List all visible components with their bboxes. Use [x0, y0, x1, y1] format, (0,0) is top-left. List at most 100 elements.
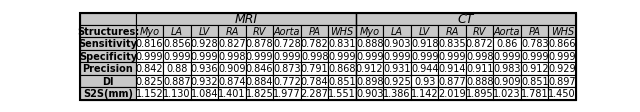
- Text: 0.909: 0.909: [218, 64, 246, 74]
- Bar: [80, 63, 136, 75]
- Bar: [356, 13, 576, 26]
- Text: 0.998: 0.998: [218, 51, 246, 61]
- Bar: [273, 75, 301, 87]
- Text: LV: LV: [199, 27, 210, 37]
- Text: 0.831: 0.831: [328, 39, 356, 49]
- Text: 1.084: 1.084: [191, 89, 218, 98]
- Bar: [438, 38, 466, 50]
- Text: Aorta: Aorta: [494, 27, 520, 37]
- Text: 0.903: 0.903: [383, 39, 411, 49]
- Text: 1.825: 1.825: [246, 89, 273, 98]
- Bar: [356, 50, 383, 63]
- Bar: [273, 63, 301, 75]
- Bar: [521, 38, 548, 50]
- Text: 1.130: 1.130: [163, 89, 191, 98]
- Text: 0.909: 0.909: [493, 76, 521, 86]
- Text: S2S(mm): S2S(mm): [83, 89, 133, 98]
- Bar: [246, 26, 273, 38]
- Bar: [356, 63, 383, 75]
- Bar: [493, 87, 521, 100]
- Bar: [218, 26, 246, 38]
- Bar: [136, 87, 163, 100]
- Bar: [218, 50, 246, 63]
- Bar: [356, 75, 383, 87]
- Text: 0.873: 0.873: [273, 64, 301, 74]
- Bar: [163, 63, 191, 75]
- Bar: [136, 13, 356, 26]
- Bar: [328, 63, 356, 75]
- Bar: [301, 87, 328, 100]
- Text: 0.846: 0.846: [246, 64, 273, 74]
- Text: 0.999: 0.999: [136, 51, 163, 61]
- Text: 0.872: 0.872: [466, 39, 493, 49]
- Bar: [191, 38, 218, 50]
- Bar: [328, 50, 356, 63]
- Bar: [356, 87, 383, 100]
- Text: 0.999: 0.999: [383, 51, 411, 61]
- Bar: [191, 63, 218, 75]
- Bar: [438, 26, 466, 38]
- Bar: [548, 63, 576, 75]
- Text: 0.816: 0.816: [136, 39, 163, 49]
- Text: 0.825: 0.825: [136, 76, 163, 86]
- Text: 0.887: 0.887: [163, 76, 191, 86]
- Bar: [383, 63, 411, 75]
- Bar: [301, 26, 328, 38]
- Bar: [438, 75, 466, 87]
- Text: 0.842: 0.842: [136, 64, 163, 74]
- Bar: [548, 38, 576, 50]
- Text: 0.912: 0.912: [521, 64, 548, 74]
- Text: RA: RA: [445, 27, 459, 37]
- Text: 0.782: 0.782: [301, 39, 328, 49]
- Bar: [466, 50, 493, 63]
- Text: LA: LA: [391, 27, 403, 37]
- Bar: [493, 50, 521, 63]
- Bar: [273, 87, 301, 100]
- Text: 1.386: 1.386: [383, 89, 411, 98]
- Bar: [136, 50, 163, 63]
- Bar: [136, 63, 163, 75]
- Text: 0.866: 0.866: [548, 39, 576, 49]
- Text: 1.450: 1.450: [548, 89, 576, 98]
- Text: 0.791: 0.791: [301, 64, 328, 74]
- Text: 2.287: 2.287: [301, 89, 328, 98]
- Text: 0.88: 0.88: [166, 64, 188, 74]
- Text: 0.998: 0.998: [301, 51, 328, 61]
- Text: 2.019: 2.019: [438, 89, 466, 98]
- Bar: [521, 75, 548, 87]
- Text: 1.152: 1.152: [136, 89, 163, 98]
- Text: RV: RV: [253, 27, 266, 37]
- Text: 0.932: 0.932: [191, 76, 218, 86]
- Text: 1.977: 1.977: [273, 89, 301, 98]
- Bar: [521, 63, 548, 75]
- Text: 0.999: 0.999: [273, 51, 301, 61]
- Text: Myo: Myo: [360, 27, 380, 37]
- Text: 0.874: 0.874: [218, 76, 246, 86]
- Bar: [548, 75, 576, 87]
- Bar: [163, 38, 191, 50]
- Bar: [328, 38, 356, 50]
- Text: 0.851: 0.851: [521, 76, 548, 86]
- Text: Structures:: Structures:: [77, 27, 139, 37]
- Bar: [411, 38, 438, 50]
- Text: 0.999: 0.999: [328, 51, 356, 61]
- Bar: [383, 26, 411, 38]
- Bar: [218, 87, 246, 100]
- Text: 0.728: 0.728: [273, 39, 301, 49]
- Bar: [301, 50, 328, 63]
- Bar: [493, 26, 521, 38]
- Text: WHS: WHS: [330, 27, 354, 37]
- Bar: [438, 87, 466, 100]
- Bar: [466, 87, 493, 100]
- Bar: [191, 50, 218, 63]
- Bar: [80, 13, 136, 26]
- Bar: [328, 87, 356, 100]
- Text: 0.835: 0.835: [438, 39, 466, 49]
- Bar: [493, 38, 521, 50]
- Text: 0.936: 0.936: [191, 64, 218, 74]
- Bar: [136, 38, 163, 50]
- Text: Specificity: Specificity: [79, 51, 137, 61]
- Bar: [163, 75, 191, 87]
- Bar: [356, 38, 383, 50]
- Text: 0.783: 0.783: [521, 39, 548, 49]
